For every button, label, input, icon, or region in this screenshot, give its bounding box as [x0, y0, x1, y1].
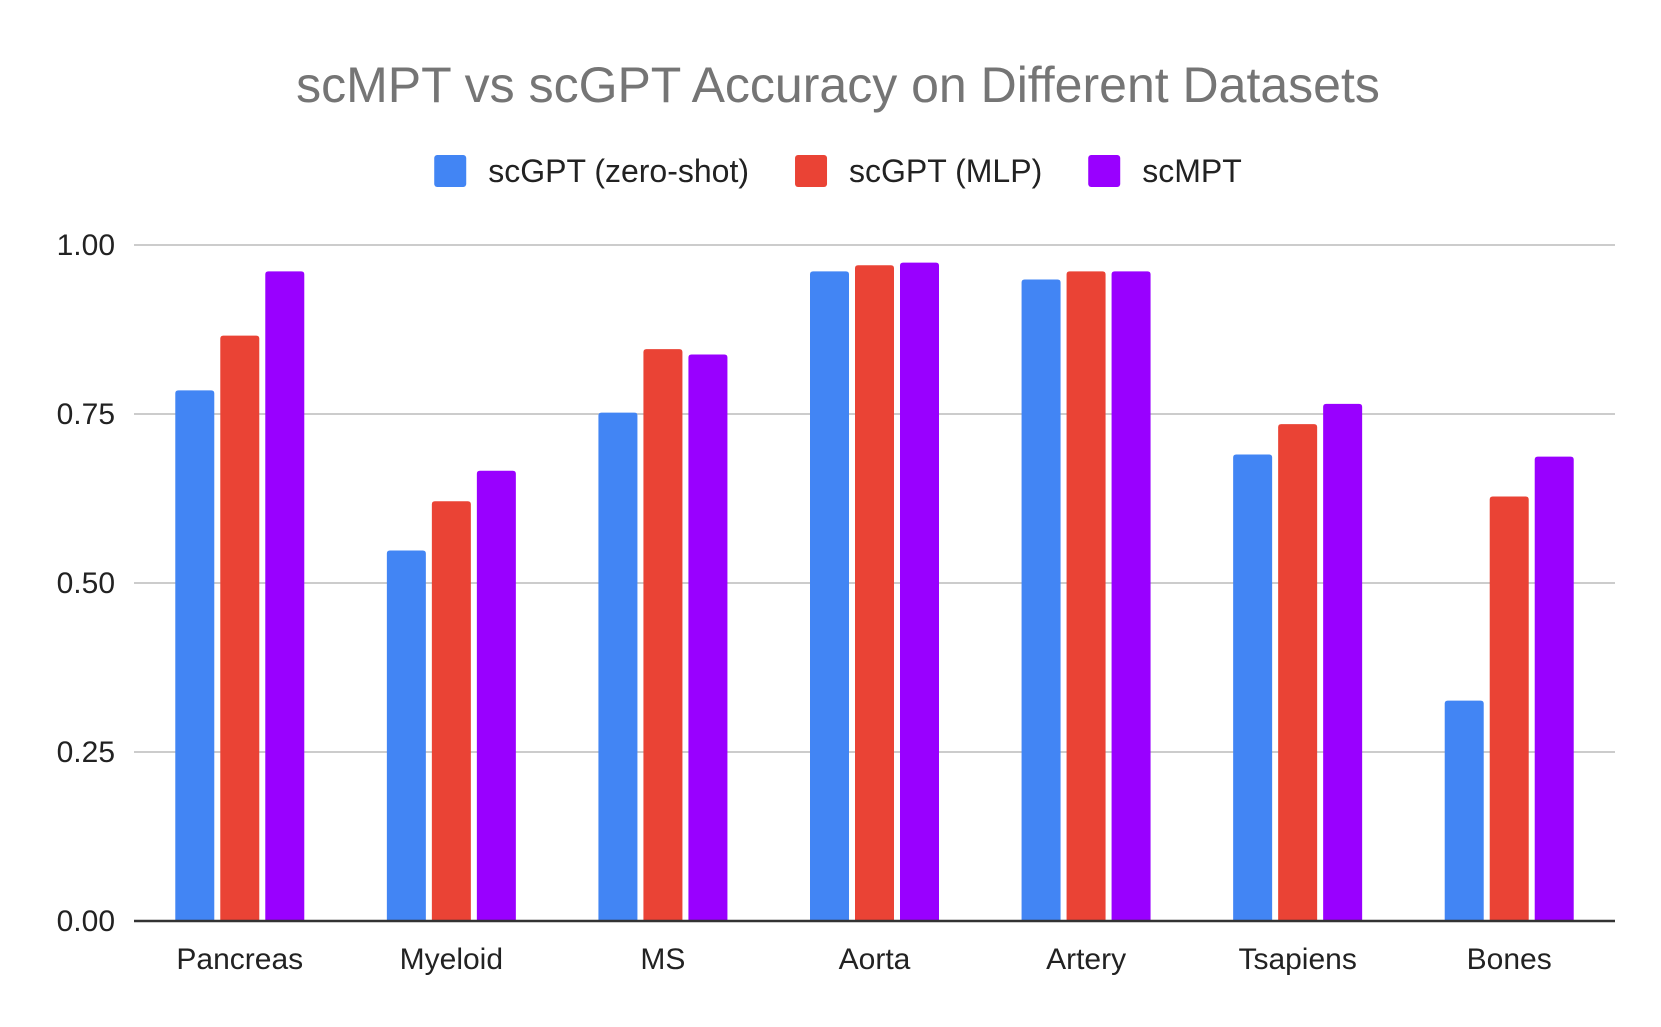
legend-swatch [434, 155, 467, 187]
bar-bones-scgpt-mlp [1489, 496, 1529, 921]
bar-pancreas-scgpt-mlp [220, 335, 260, 922]
bar-tsapiens-scgpt-mlp [1278, 424, 1318, 921]
y-tick-label: 1.00 [57, 229, 115, 262]
chart-title: scMPT vs scGPT Accuracy on Different Dat… [296, 57, 1380, 113]
x-tick-labels: Pancreas Myeloid MS Aorta Artery Tsapiens Bone… [176, 943, 1551, 976]
bar-bones-scmpt [1534, 456, 1574, 921]
legend-label: scMPT [1142, 153, 1242, 189]
y-tick-label: 0.00 [57, 905, 115, 938]
legend-label: scGPT (MLP) [849, 153, 1042, 189]
bar-artery-scgpt-zero-shot [1021, 279, 1061, 921]
legend-swatch [795, 155, 828, 187]
bar-aorta-scmpt [900, 262, 939, 921]
bar-bones-scgpt-zero-shot [1444, 700, 1484, 921]
bar-aorta-scgpt-mlp [855, 265, 894, 921]
legend-item-scmpt: scMPT [1088, 153, 1242, 189]
bar-ms-scgpt-mlp [643, 349, 683, 921]
x-tick-label: MS [640, 943, 685, 976]
y-tick-label: 0.50 [57, 567, 115, 600]
y-tick-label: 0.75 [57, 398, 115, 431]
bar-pancreas-scmpt [265, 271, 305, 921]
x-tick-label: Aorta [839, 943, 911, 976]
bar-ms-scgpt-zero-shot [598, 412, 638, 921]
x-tick-label: Pancreas [176, 943, 303, 976]
bar-pancreas-scgpt-zero-shot [175, 390, 215, 922]
x-tick-label: Tsapiens [1238, 943, 1356, 976]
bar-artery-scgpt-mlp [1066, 271, 1106, 921]
legend-swatch [1088, 155, 1121, 187]
legend-item-scgpt-zero-shot: scGPT (zero-shot) [434, 153, 749, 189]
bar-tsapiens-scmpt [1323, 403, 1363, 921]
y-tick-label: 0.25 [57, 736, 115, 769]
x-tick-label: Bones [1467, 943, 1552, 976]
bar-myeloid-scgpt-mlp [431, 501, 471, 921]
bar-myeloid-scgpt-zero-shot [386, 550, 426, 921]
legend: scGPT (zero-shot) scGPT (MLP) scMPT [434, 153, 1242, 189]
bar-aorta-scgpt-zero-shot [810, 271, 849, 921]
bars [175, 262, 1574, 922]
x-tick-label: Myeloid [400, 943, 503, 976]
bar-artery-scmpt [1111, 271, 1151, 921]
bar-tsapiens-scgpt-zero-shot [1233, 454, 1273, 921]
bar-ms-scmpt [688, 354, 728, 922]
bar-myeloid-scmpt [476, 470, 516, 921]
legend-label: scGPT (zero-shot) [488, 153, 749, 189]
y-tick-labels: 0.00 0.25 0.50 0.75 1.00 [57, 229, 115, 938]
legend-item-scgpt-mlp: scGPT (MLP) [795, 153, 1042, 189]
x-tick-label: Artery [1046, 943, 1126, 976]
